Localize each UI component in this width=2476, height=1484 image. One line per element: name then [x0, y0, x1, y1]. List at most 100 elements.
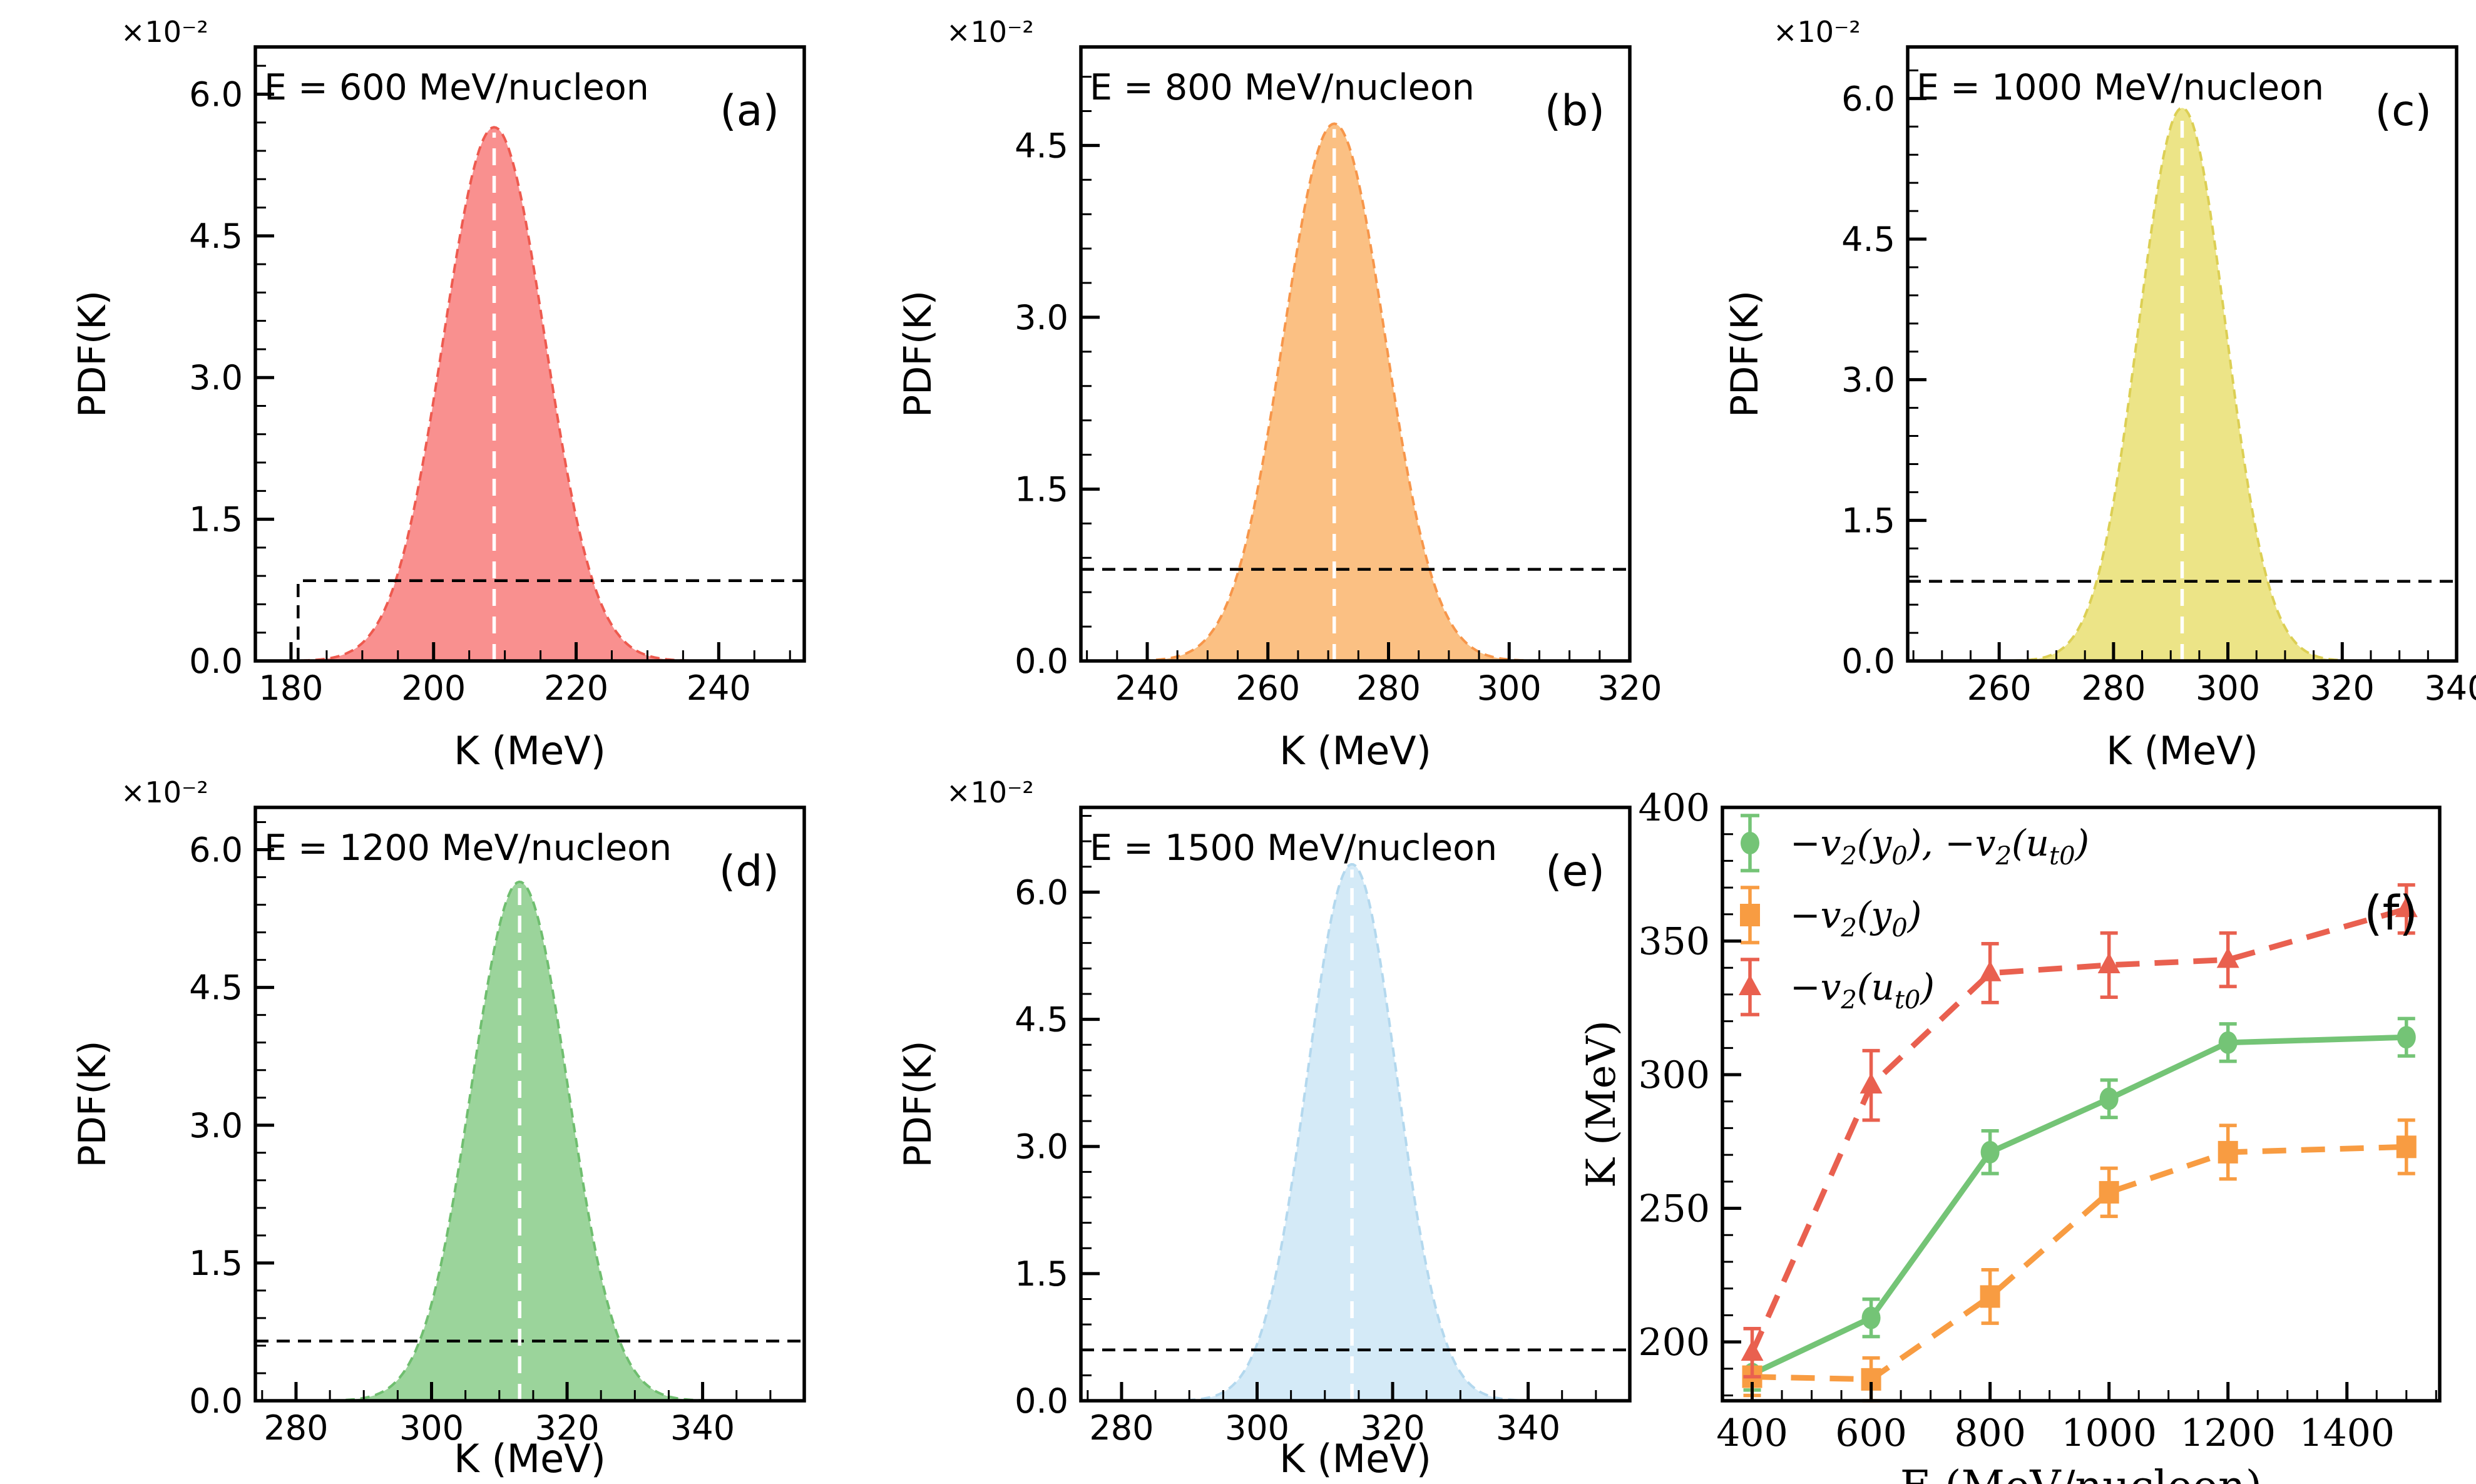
panel-c-ytick-label: 1.5: [1841, 501, 1895, 540]
panel-f-xtick-label: 400: [1716, 1411, 1788, 1455]
panel-e-ticks: [1081, 815, 1631, 1403]
panel-d-ytick-label: 0.0: [189, 1381, 243, 1421]
panel-f-xlabel: E (MeV/nucleon): [1900, 1462, 2263, 1484]
panel-d-letter: (d): [719, 847, 779, 896]
panel-d-ytick-label: 3.0: [189, 1106, 243, 1145]
panel-f-series-1-line: [1752, 1144, 2407, 1383]
panel-e-xtick-label: 300: [1225, 1408, 1289, 1448]
panel-c-xlabel: K (MeV): [2106, 728, 2258, 774]
panel-f-series-2-line: [1749, 906, 2408, 1354]
panel-d-xlabel: K (MeV): [454, 1436, 606, 1481]
panel-f-series-0-marker-circle: [2099, 1087, 2119, 1110]
panel-c-xtick-label: 320: [2310, 668, 2375, 708]
panel-e-title: E = 1500 MeV/nucleon: [1090, 827, 1497, 869]
panel-f-series-2: [1741, 883, 2418, 1379]
panel-a-ytick-label: 4.5: [189, 217, 243, 256]
panel-b-ylabel: PDF(K): [896, 290, 940, 417]
panel-c-xtick-label: 280: [2081, 668, 2146, 708]
legend-item-2-label: −v2​(ut0​): [1790, 966, 1935, 1015]
panel-a-letter: (a): [720, 86, 779, 136]
panel-b-ytick-label: 3.0: [1015, 298, 1068, 337]
panel-f-xtick-label: 600: [1835, 1411, 1907, 1455]
panel-f-series-1-marker-square: [2396, 1135, 2417, 1159]
panel-c-offset-label: ×10⁻²: [1773, 15, 1861, 49]
panel-e-ytick-label: 0.0: [1015, 1381, 1068, 1421]
panel-d-title: E = 1200 MeV/nucleon: [264, 827, 672, 869]
panel-f-xtick-label: 1200: [2180, 1411, 2276, 1455]
panel-b-xtick-label: 280: [1356, 668, 1421, 708]
panel-f-series-1-marker-square: [2099, 1180, 2119, 1204]
panel-a: 180 200 220 240 0.0 1.5 3.0 4.5 6.0 E = 600 MeV/n…: [71, 15, 806, 774]
panel-d-ticks: [255, 821, 806, 1403]
panel-e-ytick-label: 1.5: [1015, 1254, 1068, 1294]
panel-a-posterior-area: [255, 127, 804, 662]
panel-b-ytick-label: 0.0: [1015, 642, 1068, 681]
panel-f: −v2​(y0​), −v2​(ut0​) −v2​(y0​) −v2​(ut0​)…: [1578, 786, 2442, 1484]
panel-b-xtick-label: 240: [1115, 668, 1179, 708]
panel-f-ticks: [1721, 806, 2437, 1401]
panel-f-ytick-label: 300: [1638, 1053, 1710, 1097]
panel-d-xtick-label: 320: [535, 1408, 600, 1448]
panel-f-ylabel: K (MeV): [1578, 1020, 1625, 1188]
panel-c-ylabel: PDF(K): [1723, 290, 1767, 417]
panel-b-title: E = 800 MeV/nucleon: [1090, 67, 1475, 108]
panel-f-legend: −v2​(y0​), −v2​(ut0​) −v2​(y0​) −v2​(ut0​): [1739, 814, 2089, 1016]
panel-f-series-2-marker-triangle: [2097, 952, 2120, 973]
panel-b: 240 260 280 300 320 0.0 1.5 3.0 4.5 E = 800 MeV/n…: [896, 15, 1662, 774]
panel-a-xtick-label: 200: [401, 668, 466, 708]
panel-a-ticks: [254, 64, 791, 663]
panel-c-xtick-label: 300: [2196, 668, 2260, 708]
panel-f-series-0-marker-circle: [2218, 1031, 2238, 1054]
panel-c-ytick-label: 6.0: [1841, 79, 1895, 118]
panel-c-ytick-label: 0.0: [1841, 642, 1895, 681]
panel-c-spines: [1906, 45, 2458, 663]
legend-item-0-label: −v2​(y0​), −v2​(ut0​): [1790, 822, 2089, 871]
panel-e-ylabel: PDF(K): [896, 1040, 940, 1167]
panel-a-spines: [253, 45, 806, 663]
legend-item-0-marker-circle: [1741, 832, 1759, 854]
panel-f-spines: [1721, 806, 2442, 1403]
panel-b-xtick-label: 300: [1477, 668, 1542, 708]
panel-b-ytick-label: 1.5: [1015, 469, 1068, 509]
panel-a-offset-label: ×10⁻²: [121, 15, 208, 49]
panel-f-series-2-marker-triangle: [2395, 896, 2418, 918]
panel-e-letter: (e): [1545, 847, 1605, 896]
panel-d-offset-label: ×10⁻²: [121, 775, 208, 809]
panel-d-xtick-label: 340: [670, 1408, 735, 1448]
panel-f-ytick-label: 200: [1638, 1321, 1710, 1364]
panel-d-posterior-area: [255, 881, 804, 1401]
panel-a-xtick-label: 220: [544, 668, 608, 708]
panel-b-ytick-label: 4.5: [1015, 126, 1068, 165]
panel-f-ytick-label: 350: [1638, 920, 1710, 964]
panel-c-letter: (c): [2375, 86, 2432, 136]
panel-a-ytick-label: 0.0: [189, 642, 243, 681]
panel-a-ytick-label: 3.0: [189, 358, 243, 397]
panel-d: 280 300 320 340 0.0 1.5 3.0 4.5 6.0 E = 1200 MeV/…: [71, 775, 806, 1481]
panel-e-offset-label: ×10⁻²: [946, 775, 1034, 809]
panel-f-xtick-label: 1000: [2061, 1411, 2157, 1455]
panel-b-ticks: [1081, 76, 1632, 663]
panel-c-ytick-label: 3.0: [1841, 361, 1895, 400]
panel-f-letter: (f): [2364, 885, 2418, 941]
panel-a-xtick-label: 180: [258, 668, 323, 708]
panel-f-ytick-label: 250: [1638, 1187, 1710, 1231]
panel-e-posterior-area: [1081, 864, 1630, 1401]
panel-f-series-0-line: [1751, 1034, 2407, 1377]
panel-c-xtick-label: 340: [2424, 668, 2476, 708]
panel-f-series-1-marker-square: [1980, 1285, 2000, 1308]
panel-e-xtick-label: 280: [1089, 1408, 1154, 1448]
panel-d-ytick-label: 6.0: [189, 831, 243, 870]
panel-c-ytick-label: 4.5: [1841, 220, 1895, 259]
panel-b-xtick-label: 320: [1597, 668, 1662, 708]
panel-f-series-2-marker-triangle: [1741, 1340, 1764, 1361]
panel-b-xlabel: K (MeV): [1279, 728, 1431, 774]
panel-f-xtick-label: 1400: [2299, 1411, 2395, 1455]
panel-f-series-2-marker-triangle: [1978, 960, 2002, 981]
panel-e-ytick-label: 3.0: [1015, 1127, 1068, 1167]
panel-f-series-0-marker-circle: [1861, 1306, 1881, 1329]
panel-e-spines: [1079, 806, 1632, 1403]
panel-e-xtick-label: 320: [1361, 1408, 1425, 1448]
legend-item-1-marker-square: [1740, 904, 1760, 926]
